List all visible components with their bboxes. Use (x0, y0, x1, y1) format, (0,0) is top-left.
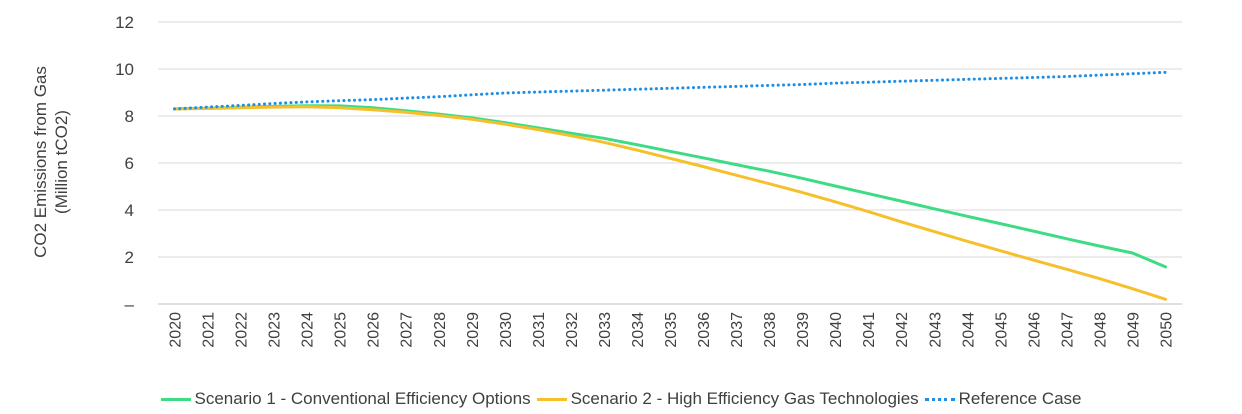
x-tick-label: 2031 (531, 312, 548, 348)
x-tick-label: 2042 (894, 312, 911, 348)
x-tick-label: 2034 (630, 312, 647, 348)
legend: Scenario 1 - Conventional Efficiency Opt… (0, 384, 1242, 414)
legend-swatch-scenario-1 (160, 397, 191, 401)
y-tick-label: 10 (115, 60, 134, 79)
x-tick-label: 2049 (1125, 312, 1142, 348)
series-line-2 (173, 105, 1167, 301)
x-tick-label: 2041 (861, 312, 878, 348)
x-tick-label: 2045 (993, 312, 1010, 348)
x-tick-label: 2039 (795, 312, 812, 348)
x-tick-label: 2050 (1158, 312, 1175, 348)
x-tick-label: 2046 (1026, 312, 1043, 348)
y-axis-ticks: – 2 4 6 8 10 12 (115, 13, 134, 314)
x-tick-label: 2032 (564, 312, 581, 348)
line-chart: CO2 Emissions from Gas (Million tCO2) – 2… (31, 13, 1182, 348)
legend-label-scenario-2: Scenario 2 - High Efficiency Gas Technol… (570, 389, 919, 408)
gridlines (158, 21, 1182, 305)
x-tick-label: 2021 (201, 312, 218, 348)
legend-swatch-reference-case (924, 397, 955, 401)
x-tick-label: 2025 (333, 312, 350, 348)
y-tick-label: 2 (125, 248, 134, 267)
legend-swatch-scenario-2 (536, 397, 567, 401)
series-line-3 (173, 70, 1167, 111)
x-tick-label: 2048 (1092, 312, 1109, 348)
legend-label-scenario-1: Scenario 1 - Conventional Efficiency Opt… (194, 389, 531, 408)
x-tick-label: 2028 (432, 312, 449, 348)
x-tick-label: 2047 (1059, 312, 1076, 348)
x-tick-label: 2030 (498, 312, 515, 348)
x-tick-label: 2044 (960, 312, 977, 348)
series-lines (173, 70, 1167, 301)
legend-item-scenario-1: Scenario 1 - Conventional Efficiency Opt… (160, 389, 531, 409)
x-tick-label: 2023 (267, 312, 284, 348)
y-tick-label: 8 (125, 107, 134, 126)
legend-label-reference-case: Reference Case (958, 389, 1082, 408)
x-tick-label: 2037 (729, 312, 746, 348)
y-axis-label: CO2 Emissions from Gas (Million tCO2) (31, 66, 71, 258)
x-tick-label: 2038 (762, 312, 779, 348)
x-tick-label: 2043 (927, 312, 944, 348)
x-tick-label: 2040 (828, 312, 845, 348)
series-line-1 (173, 104, 1167, 269)
x-tick-label: 2020 (168, 312, 185, 348)
legend-item-reference-case: Reference Case (924, 389, 1082, 409)
x-tick-label: 2026 (366, 312, 383, 348)
y-axis-label-line-2: (Million tCO2) (52, 110, 71, 214)
x-tick-label: 2033 (597, 312, 614, 348)
y-tick-label: 6 (125, 154, 134, 173)
x-tick-label: 2022 (234, 312, 251, 348)
x-tick-label: 2027 (399, 312, 416, 348)
x-tick-label: 2024 (300, 312, 317, 348)
y-tick-label: 4 (125, 201, 134, 220)
x-tick-label: 2036 (696, 312, 713, 348)
y-tick-label: – (125, 295, 135, 314)
x-axis-ticks: 2020 2021 2022 2023 2024 2025 2026 2027 2028 2029… (168, 312, 1176, 348)
y-axis-label-line-1: CO2 Emissions from Gas (31, 66, 50, 258)
y-tick-label: 12 (115, 13, 134, 32)
x-tick-label: 2035 (663, 312, 680, 348)
legend-item-scenario-2: Scenario 2 - High Efficiency Gas Technol… (536, 389, 919, 409)
x-tick-label: 2029 (465, 312, 482, 348)
